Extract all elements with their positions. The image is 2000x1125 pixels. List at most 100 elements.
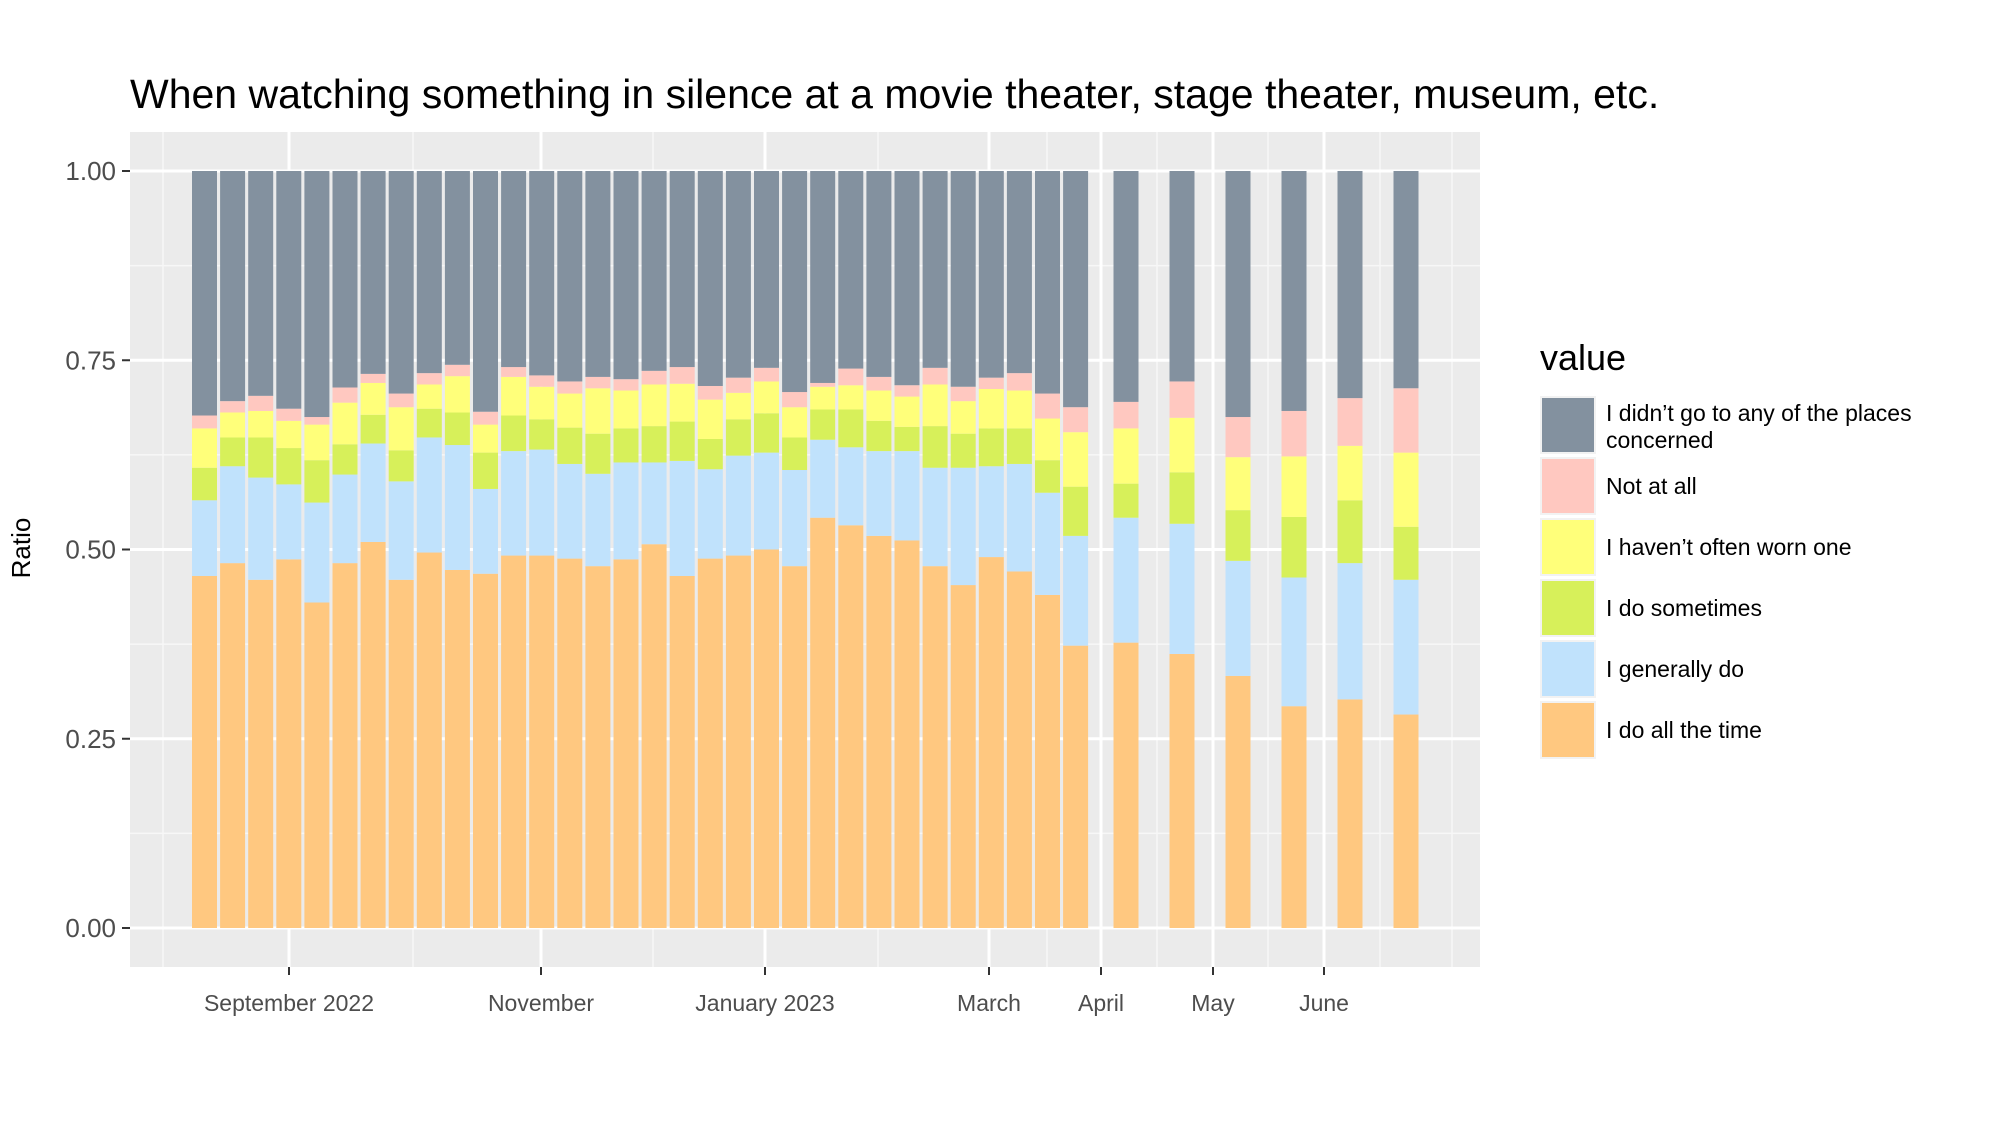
bar-segment (248, 579, 274, 928)
bar-segment (501, 376, 527, 416)
bar-segment (1063, 645, 1089, 928)
bar-segment (248, 395, 274, 411)
bar-segment (810, 517, 836, 928)
bar-segment (1169, 381, 1195, 418)
bar-segment (220, 412, 246, 438)
bar-segment (1006, 463, 1032, 572)
y-tick-label: 1.00 (65, 156, 116, 186)
bar-segment (360, 541, 386, 928)
bar-segment (1281, 706, 1307, 928)
bar-segment (894, 171, 920, 386)
x-tick-label: June (1299, 990, 1349, 1016)
bar-segment (1337, 445, 1363, 501)
bar-segment (529, 375, 555, 387)
bar-segment (1225, 457, 1251, 511)
bar-segment (838, 385, 864, 410)
legend-label: I do all the time (1606, 717, 1762, 743)
bar-segment (950, 467, 976, 586)
bar-segment (725, 555, 751, 928)
bar-segment (416, 171, 442, 374)
bar-segment (782, 407, 808, 438)
bar-segment (725, 455, 751, 556)
bar-segment (1393, 714, 1419, 928)
bar-segment (1006, 171, 1032, 374)
bar-segment (838, 525, 864, 928)
x-axis: September 2022 November January 2023 March A… (204, 967, 1349, 1016)
bar-segment (444, 171, 470, 365)
bar-segment (1281, 171, 1307, 411)
bar-segment (866, 171, 892, 377)
x-tick-label: November (488, 990, 594, 1016)
bar-segment (950, 433, 976, 468)
bar-segment (332, 444, 358, 475)
bar-segment (557, 171, 583, 382)
bar-segment (669, 383, 695, 422)
bar-segment (1225, 560, 1251, 676)
bar-segment (388, 407, 414, 451)
bar-segment (782, 470, 808, 567)
bar-segment (922, 171, 948, 368)
bar-segment (1393, 171, 1419, 389)
bar-segment (810, 439, 836, 518)
bar-segment (529, 419, 555, 450)
bar-segment (1113, 401, 1139, 429)
bar-segment (557, 381, 583, 394)
bar-segment (557, 393, 583, 428)
bar-segment (473, 452, 498, 489)
bar-segment (557, 463, 583, 559)
bar-segment (444, 569, 470, 928)
bar-segment (557, 427, 583, 464)
y-tick-label: 0.00 (65, 913, 116, 943)
bar-segment (641, 426, 667, 463)
bar-segment (1063, 407, 1089, 433)
bar-segment (669, 460, 695, 576)
bar-segment (838, 447, 864, 526)
bar-segment (388, 171, 414, 394)
bar-segment (697, 558, 723, 928)
bar-segment (866, 420, 892, 452)
bar-segment (754, 413, 779, 453)
bar-segment (669, 171, 695, 368)
bar-segment (473, 171, 498, 412)
bar-segment (276, 559, 302, 928)
bar-segment (220, 437, 246, 467)
bar-segment (220, 466, 246, 564)
bar-segment (1113, 171, 1139, 402)
bar-segment (416, 552, 442, 928)
bar-segment (978, 171, 1004, 378)
bar-segment (894, 396, 920, 427)
bar-segment (725, 171, 751, 378)
x-tick-label: April (1078, 990, 1124, 1016)
x-tick-label: September 2022 (204, 990, 374, 1016)
bar-segment (1006, 373, 1032, 391)
x-tick-label: January 2023 (695, 990, 834, 1016)
bar-segment (332, 387, 358, 403)
legend-label: I generally do (1606, 656, 1744, 682)
bar-segment (444, 445, 470, 570)
bar-segment (1281, 410, 1307, 457)
bar-segment (1035, 492, 1060, 595)
bar-segment (866, 451, 892, 536)
bar-segment (276, 171, 302, 409)
bar-segment (697, 399, 723, 439)
bar-segment (1337, 171, 1363, 399)
bar-segment (1113, 428, 1139, 484)
bar-segment (810, 386, 836, 410)
bar-segment (192, 500, 217, 576)
bar-segment (473, 573, 498, 928)
bar-segment (669, 367, 695, 384)
bar-segment (1281, 456, 1307, 517)
bar-segment (332, 171, 358, 388)
bar-segment (950, 585, 976, 928)
bar-segment (1393, 452, 1419, 527)
bar-segment (1337, 563, 1363, 700)
bar-segment (894, 540, 920, 928)
bar-segment (613, 428, 639, 463)
bar-segment (501, 415, 527, 452)
bar-segment (220, 171, 246, 402)
bar-segment (360, 443, 386, 542)
bar-segment (613, 462, 639, 560)
bar-segment (725, 392, 751, 420)
bar-segment (360, 414, 386, 444)
